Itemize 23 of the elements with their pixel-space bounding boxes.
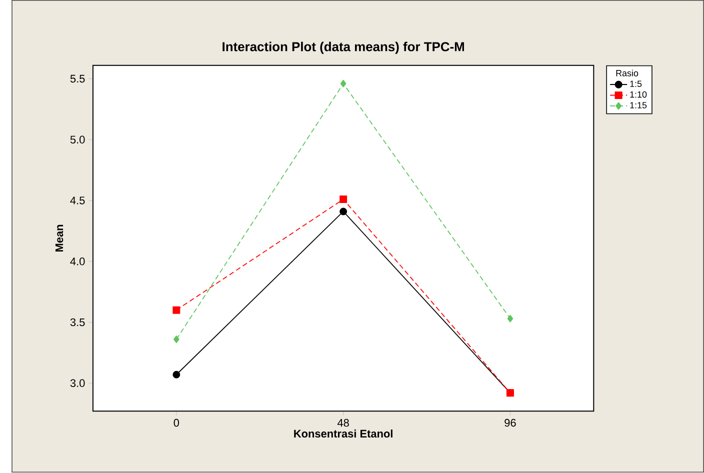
y-tick-label: 5.5 xyxy=(70,75,85,83)
y-axis-title: Mean xyxy=(55,225,64,252)
legend-label: 1:5 xyxy=(630,80,642,88)
x-tick-label: 0 xyxy=(174,419,180,427)
y-tick-label: 4.0 xyxy=(70,258,85,266)
legend-label: 1:15 xyxy=(630,102,647,109)
point xyxy=(340,80,346,88)
point xyxy=(172,306,180,314)
point xyxy=(173,336,180,344)
y-tick-label: 3.0 xyxy=(70,380,85,388)
x-tick-label: 48 xyxy=(337,419,349,427)
y-tick-label: 5.0 xyxy=(70,136,85,144)
point xyxy=(340,196,348,204)
y-tick-label: 3.5 xyxy=(70,318,85,326)
x-axis-title: Konsentrasi Etanol xyxy=(294,430,392,438)
chart-title: Interaction Plot (data means) for TPC-M xyxy=(222,42,464,54)
legend-title: Rasio xyxy=(616,70,638,77)
point xyxy=(172,371,180,379)
y-tick-label: 4.5 xyxy=(70,196,85,205)
x-tick-label: 96 xyxy=(504,419,516,427)
point xyxy=(340,208,348,216)
legend-label: 1:10 xyxy=(630,92,647,98)
point xyxy=(507,315,514,323)
